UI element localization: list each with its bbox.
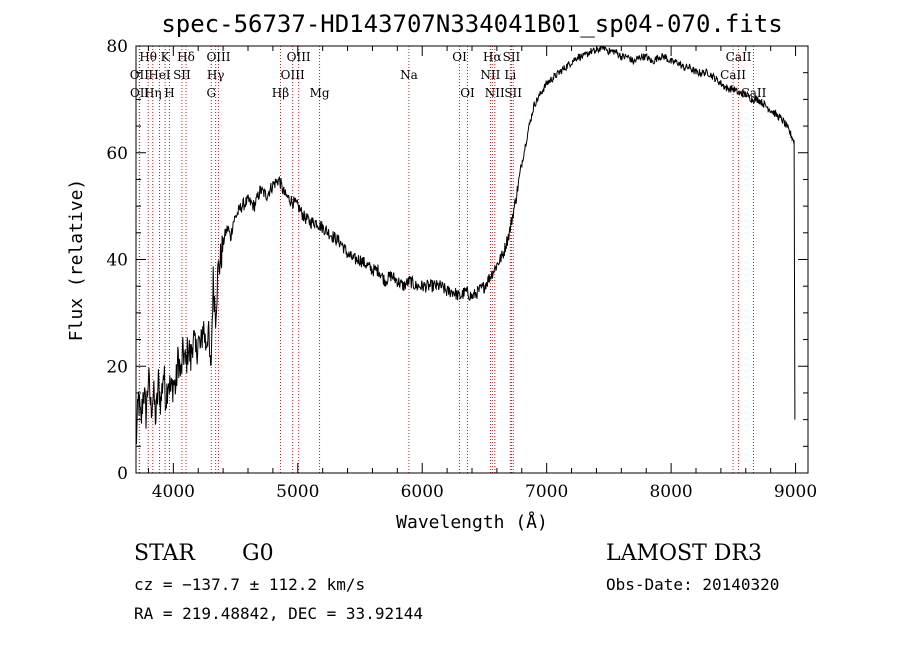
line-marker-label: OIII (287, 50, 311, 64)
x-tick-label: 8000 (649, 482, 692, 502)
line-marker-label: NII (485, 86, 505, 100)
x-tick-label: 7000 (525, 482, 568, 502)
line-marker-label: Hβ (272, 86, 289, 100)
plot-frame (135, 45, 809, 474)
line-marker-label: H (164, 86, 174, 100)
x-tick-label: 9000 (774, 482, 817, 502)
line-marker-label: Hδ (177, 50, 195, 64)
line-marker-label: NII (480, 68, 500, 82)
line-marker-label: SII (503, 50, 521, 64)
y-tick-label: 80 (106, 37, 128, 57)
line-marker-label: Hα (483, 50, 502, 64)
line-marker-label: CaII (726, 50, 752, 64)
line-marker-label: Hη (144, 86, 162, 100)
line-marker-label: Li (504, 68, 516, 82)
line-marker-label: HeI (148, 68, 171, 82)
x-tick-label: 5000 (276, 482, 319, 502)
line-marker-label: OII (130, 86, 150, 100)
line-marker-label: Na (400, 68, 418, 82)
y-axis-label: Flux (relative) (66, 179, 87, 342)
y-tick-label: 20 (106, 357, 128, 377)
x-axis-label: Wavelength (Å) (396, 511, 548, 533)
emission-line-labels: Hθ OII OII K HeI Hη Hδ SII H OIII Hγ G OIII OIII Hβ Mg N… (130, 50, 767, 100)
chart-title: spec-56737-HD143707N334041B01_sp04-070.f… (161, 10, 782, 38)
line-marker-label: Hγ (207, 68, 225, 82)
line-marker-label: CaII (741, 86, 767, 100)
redshift-info: cz = −137.7 ± 112.2 km/s (134, 575, 365, 594)
y-tick-label: 60 (106, 144, 128, 164)
emission-line-markers (138, 46, 754, 473)
coordinates: RA = 219.48842, DEC = 33.92144 (134, 604, 423, 623)
survey-name: LAMOST DR3 (606, 541, 762, 566)
spectrum-line (135, 45, 796, 445)
line-marker-label: OIII (281, 68, 305, 82)
line-marker-label: G (206, 86, 216, 100)
line-marker-label: OII (130, 68, 150, 82)
x-tick-label: 4000 (152, 482, 195, 502)
line-marker-label: OI (460, 86, 475, 100)
x-tick-label: 6000 (401, 482, 444, 502)
y-axis-ticks: 0 20 40 60 80 (106, 37, 808, 484)
line-marker-label: OI (452, 50, 467, 64)
line-marker-label: K (161, 50, 171, 64)
observation-date: Obs-Date: 20140320 (606, 575, 779, 594)
line-marker-label: Hθ (139, 50, 157, 64)
object-subclass: G0 (242, 541, 274, 566)
line-marker-label: SII (173, 68, 191, 82)
y-tick-label: 0 (117, 464, 128, 484)
y-tick-label: 40 (106, 251, 128, 271)
line-marker-label: OIII (206, 50, 230, 64)
x-axis-ticks: 4000 5000 6000 7000 8000 9000 (147, 46, 817, 502)
line-marker-label: CaII (720, 68, 746, 82)
line-marker-label: SII (504, 86, 522, 100)
object-class: STAR (134, 541, 196, 566)
line-marker-label: Mg (310, 86, 330, 100)
